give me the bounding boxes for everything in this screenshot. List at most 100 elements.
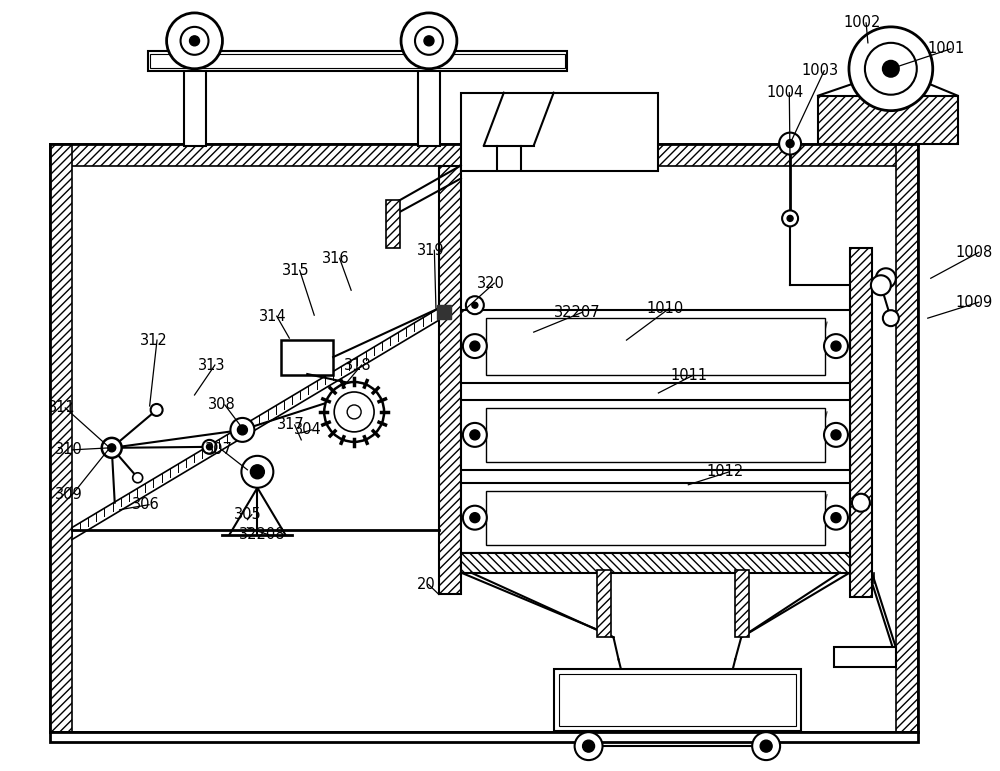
Text: 315: 315 (282, 263, 310, 278)
Bar (50, 143, 72, 732)
Bar (461, 310, 850, 383)
Text: 313: 313 (198, 358, 225, 372)
Circle shape (575, 732, 603, 760)
Circle shape (401, 13, 457, 69)
Bar (630, 699, 723, 714)
Circle shape (831, 513, 841, 523)
Circle shape (181, 27, 208, 55)
Text: 32207: 32207 (554, 305, 600, 320)
Circle shape (849, 27, 933, 111)
Text: 1002: 1002 (843, 15, 880, 30)
Circle shape (237, 425, 247, 435)
Text: 312: 312 (140, 332, 167, 348)
Bar (281, 340, 333, 375)
Text: 32208: 32208 (239, 527, 286, 542)
Bar (554, 669, 801, 731)
Text: 309: 309 (55, 487, 83, 502)
Text: 1001: 1001 (928, 42, 965, 56)
Circle shape (470, 513, 480, 523)
Circle shape (865, 43, 917, 95)
Text: 305: 305 (234, 507, 262, 522)
Circle shape (876, 268, 896, 288)
Text: 20: 20 (417, 577, 436, 592)
Circle shape (583, 740, 595, 752)
Text: 306: 306 (132, 497, 159, 512)
Text: 318: 318 (344, 358, 372, 372)
Bar (461, 483, 850, 553)
Circle shape (415, 27, 443, 55)
Text: 1010: 1010 (646, 301, 684, 315)
Bar (818, 96, 958, 143)
Circle shape (250, 465, 264, 479)
Circle shape (824, 423, 848, 447)
Bar (834, 648, 896, 668)
Text: 1012: 1012 (706, 464, 744, 480)
Circle shape (824, 506, 848, 530)
Bar (461, 93, 658, 170)
Circle shape (324, 382, 384, 442)
Circle shape (760, 740, 772, 752)
Circle shape (466, 296, 484, 314)
Bar (418, 71, 440, 146)
Text: 310: 310 (55, 443, 83, 457)
Circle shape (133, 473, 143, 483)
Text: 307: 307 (205, 443, 232, 457)
Bar (150, 54, 565, 68)
Bar (486, 491, 825, 544)
Bar (439, 166, 461, 594)
Circle shape (334, 392, 374, 432)
Bar (597, 570, 611, 638)
Circle shape (472, 302, 478, 308)
Text: 311: 311 (48, 400, 76, 416)
Bar (50, 143, 918, 166)
Text: 304: 304 (294, 423, 322, 437)
Bar (486, 318, 825, 375)
Circle shape (463, 423, 487, 447)
Circle shape (108, 444, 116, 452)
Circle shape (782, 210, 798, 227)
Circle shape (831, 430, 841, 440)
Circle shape (787, 215, 793, 221)
Circle shape (190, 35, 200, 45)
Bar (850, 248, 872, 598)
Bar (486, 408, 825, 462)
Circle shape (786, 140, 794, 147)
Text: 308: 308 (207, 398, 235, 412)
Circle shape (470, 341, 480, 351)
Circle shape (347, 405, 361, 419)
Circle shape (752, 732, 780, 760)
Bar (461, 553, 850, 573)
Bar (437, 305, 451, 319)
Circle shape (230, 418, 254, 442)
Text: 1008: 1008 (956, 245, 993, 260)
Bar (461, 400, 850, 470)
Text: 316: 316 (322, 251, 350, 266)
Bar (184, 71, 206, 146)
Text: 1011: 1011 (670, 368, 708, 382)
Circle shape (207, 444, 212, 449)
Bar (896, 143, 918, 732)
Text: 1003: 1003 (801, 63, 838, 79)
Circle shape (831, 341, 841, 351)
Circle shape (779, 133, 801, 154)
Circle shape (852, 493, 870, 512)
Bar (50, 732, 918, 742)
Circle shape (824, 334, 848, 358)
Text: 317: 317 (277, 417, 305, 433)
Circle shape (203, 440, 216, 454)
Text: 1004: 1004 (766, 86, 803, 100)
Circle shape (424, 35, 434, 45)
Circle shape (167, 13, 222, 69)
Text: 1009: 1009 (956, 295, 993, 310)
Circle shape (470, 430, 480, 440)
Bar (386, 200, 400, 248)
Circle shape (241, 456, 273, 488)
Circle shape (463, 506, 487, 530)
Text: 314: 314 (259, 308, 287, 324)
Text: 320: 320 (477, 276, 505, 291)
Circle shape (871, 275, 891, 295)
Bar (148, 51, 567, 71)
Circle shape (883, 310, 899, 326)
Circle shape (102, 438, 122, 458)
Bar (559, 675, 796, 726)
